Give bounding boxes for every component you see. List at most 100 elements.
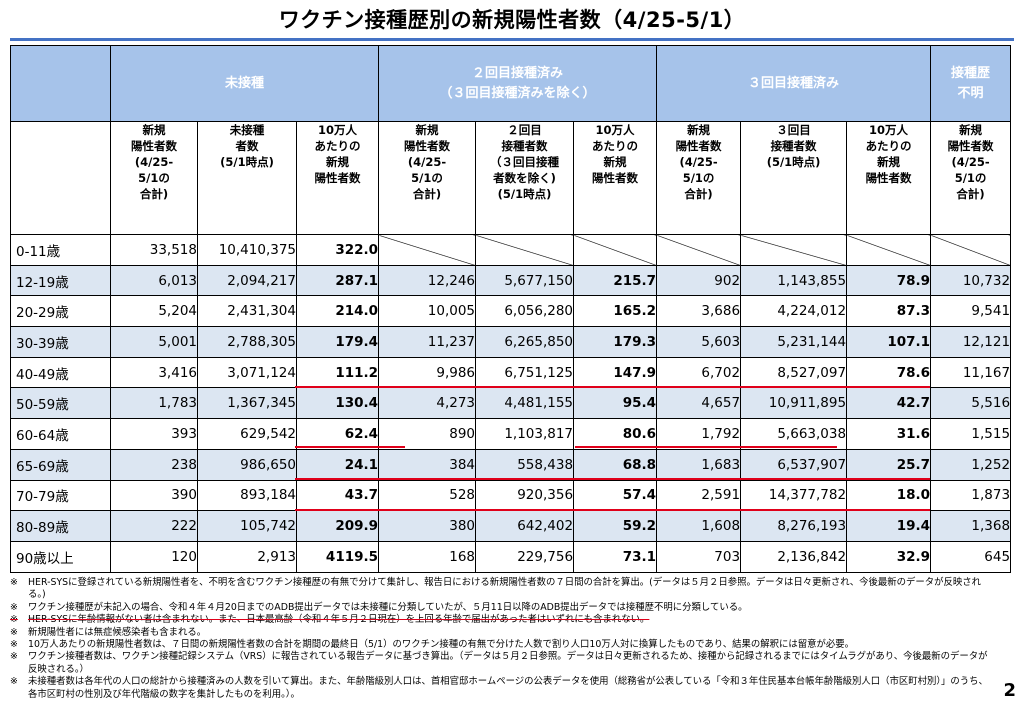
sub-header-cell: 未接種 者数 (5/1時点): [197, 121, 297, 235]
header-three-dose: ３回目接種済み: [656, 45, 932, 122]
value-cell: 1,783: [110, 387, 198, 420]
value-cell: 111.2: [295, 356, 380, 389]
value-cell: 2,094,217: [197, 264, 297, 297]
sub-header-cell: 10万人 あたりの 新規 陽性者数: [573, 121, 658, 235]
value-cell: 2,136,842: [740, 540, 848, 573]
value-cell: 384: [378, 448, 477, 481]
positives-table: 未接種 ２回目接種済み （３回目接種済みを除く） ３回目接種済み 接種歴 不明 …: [10, 45, 1012, 573]
value-cell: 24.1: [295, 448, 380, 481]
header-two-dose-line2: （３回目接種済みを除く）: [439, 85, 596, 101]
value-cell: 893,184: [197, 479, 297, 512]
value-cell: 12,246: [378, 264, 477, 297]
value-cell: 10,410,375: [197, 234, 297, 266]
value-cell: 120: [110, 540, 198, 573]
value-cell: 6,751,125: [475, 356, 575, 389]
table-row: 40-49歳 3,416 3,071,124 111.2 9,986 6,751,125 1…: [10, 356, 1012, 389]
value-cell: 215.7: [573, 264, 658, 297]
value-cell: 33,518: [110, 234, 198, 266]
age-cell: 0-11歳: [10, 234, 111, 266]
value-cell: 10,732: [930, 264, 1012, 297]
table-row: 65-69歳 238 986,650 24.1 384 558,438 68.8 1,683 6…: [10, 448, 1012, 481]
value-cell: 1,792: [656, 418, 742, 450]
value-cell: 1,143,855: [740, 264, 848, 297]
red-underline: [295, 446, 405, 448]
footnotes: ※ HER-SYSに登録されている新規陽性者を、不明を含むワクチン接種歴の有無で分…: [10, 577, 995, 701]
footnote: ※ HER-SYSに登録されている新規陽性者を、不明を含むワクチン接種歴の有無で分…: [10, 577, 995, 602]
value-cell: 78.6: [846, 356, 932, 389]
value-cell: 214.0: [295, 295, 380, 328]
header-unvaccinated: 未接種: [109, 45, 380, 122]
value-cell: 179.4: [295, 326, 380, 358]
footnote-mark: ※: [10, 676, 18, 688]
footnote-text: HER-SYSに年齢情報がない者は含まれない。また、日本最高齢（令和４年５月２日…: [28, 614, 650, 626]
value-cell: 1,608: [656, 510, 742, 542]
value-cell: 229,756: [475, 540, 575, 573]
footnote: ※ 未接種者数は各年代の人口の総計から接種済みの人数を引いて算出。また、年齢階級別…: [10, 676, 995, 701]
sub-header-cell: 新規 陽性者数 (4/25- 5/1の 合計): [930, 121, 1012, 235]
not-applicable-cell: [573, 234, 658, 266]
footnote-mark: ※: [10, 601, 18, 613]
value-cell: 80.6: [573, 418, 658, 450]
table-row: 80-89歳 222 105,742 209.9 380 642,402 59.2 1,608…: [10, 510, 1012, 542]
value-cell: 5,231,144: [740, 326, 848, 358]
value-cell: 179.3: [573, 326, 658, 358]
not-applicable-cell: [740, 234, 848, 266]
footnote: ※ ワクチン接種歴が未記入の場合、令和４年４月20日までのADB提出データでは未接…: [10, 602, 995, 614]
value-cell: 6,265,850: [475, 326, 575, 358]
value-cell: 222: [110, 510, 198, 542]
table-row: 60-64歳 393 629,542 62.4 890 1,103,817 80.6 1,79…: [10, 418, 1012, 450]
value-cell: 19.4: [846, 510, 932, 542]
age-cell: 70-79歳: [10, 479, 111, 512]
table-row: 20-29歳 5,204 2,431,304 214.0 10,005 6,056,280…: [10, 295, 1012, 328]
value-cell: 209.9: [295, 510, 380, 542]
value-cell: 78.9: [846, 264, 932, 297]
value-cell: 105,742: [197, 510, 297, 542]
value-cell: 393: [110, 418, 198, 450]
value-cell: 130.4: [295, 387, 380, 420]
value-cell: 31.6: [846, 418, 932, 450]
value-cell: 11,237: [378, 326, 477, 358]
age-cell: 50-59歳: [10, 387, 111, 420]
value-cell: 2,591: [656, 479, 742, 512]
value-cell: 390: [110, 479, 198, 512]
page-title: ワクチン接種歴別の新規陽性者数（4/25-5/1）: [278, 8, 746, 32]
red-underline: [575, 446, 837, 448]
value-cell: 68.8: [573, 448, 658, 481]
value-cell: 1,683: [656, 448, 742, 481]
footnote-mark: ※: [10, 626, 18, 638]
value-cell: 703: [656, 540, 742, 573]
value-cell: 25.7: [846, 448, 932, 481]
value-cell: 14,377,782: [740, 479, 848, 512]
footnote: ※ 新規陽性者には無症候感染者も含まれる。: [10, 627, 995, 639]
value-cell: 5,001: [110, 326, 198, 358]
value-cell: 1,103,817: [475, 418, 575, 450]
value-cell: 645: [930, 540, 1012, 573]
header-two-dose-line1: ２回目接種済み: [472, 65, 564, 81]
value-cell: 890: [378, 418, 477, 450]
value-cell: 1,515: [930, 418, 1012, 450]
value-cell: 6,013: [110, 264, 198, 297]
value-cell: 4,273: [378, 387, 477, 420]
corner-cell-2: [10, 121, 111, 235]
sub-header-cell: ３回目 接種者数 (5/1時点): [740, 121, 848, 235]
value-cell: 4,657: [656, 387, 742, 420]
footnote: ※ 10万人あたりの新規陽性者数は、７日間の新規陽性者数の合計を期間の最終日（5/…: [10, 639, 995, 651]
not-applicable-cell: [378, 234, 477, 266]
value-cell: 287.1: [295, 264, 380, 297]
value-cell: 2,913: [197, 540, 297, 573]
table-row: 50-59歳 1,783 1,367,345 130.4 4,273 4,481,155 9…: [10, 387, 1012, 420]
value-cell: 59.2: [573, 510, 658, 542]
table-row: 90歳以上 120 2,913 4119.5 168 229,756 73.1 703 2,13…: [10, 540, 1012, 573]
value-cell: 528: [378, 479, 477, 512]
footnote-mark: ※: [10, 639, 18, 651]
footnote-text: 未接種者数は各年代の人口の総計から接種済みの人数を引いて算出。また、年齢階級別人…: [28, 676, 988, 700]
value-cell: 62.4: [295, 418, 380, 450]
not-applicable-cell: [475, 234, 575, 266]
value-cell: 87.3: [846, 295, 932, 328]
value-cell: 322.0: [295, 234, 380, 266]
value-cell: 168: [378, 540, 477, 573]
value-cell: 9,986: [378, 356, 477, 389]
value-cell: 4,481,155: [475, 387, 575, 420]
value-cell: 986,650: [197, 448, 297, 481]
table-row: 30-39歳 5,001 2,788,305 179.4 11,237 6,265,850…: [10, 326, 1012, 358]
